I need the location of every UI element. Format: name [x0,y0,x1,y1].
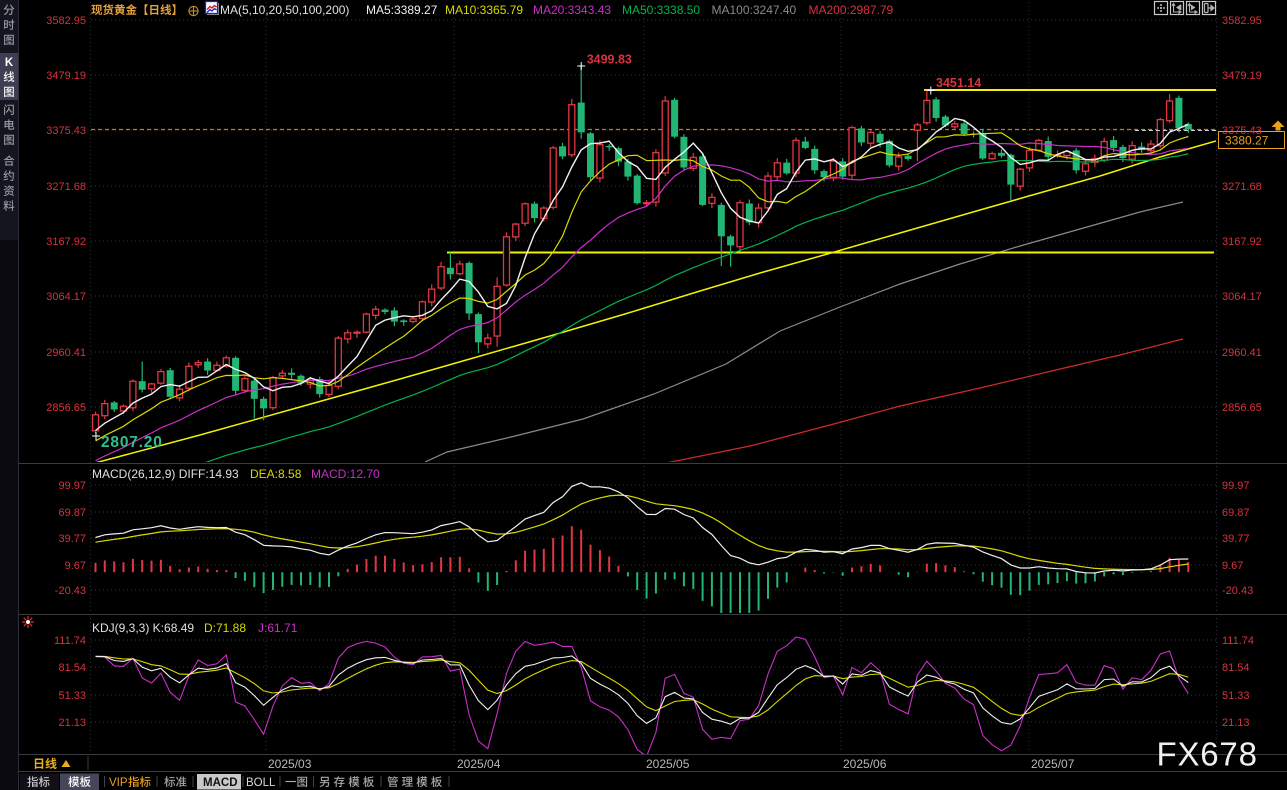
svg-text:D:71.88: D:71.88 [204,621,246,635]
svg-text:21.13: 21.13 [1222,717,1250,729]
svg-text:2807.20: 2807.20 [101,434,163,451]
svg-text:MACD:12.70: MACD:12.70 [311,467,380,481]
svg-text:111.74: 111.74 [54,635,86,647]
svg-text:99.97: 99.97 [58,480,86,492]
svg-text:2025/06: 2025/06 [843,757,887,771]
svg-text:81.54: 81.54 [58,662,86,674]
svg-text:2960.41: 2960.41 [1222,347,1262,359]
svg-text:MA100:3247.40: MA100:3247.40 [712,3,797,17]
svg-text:3479.19: 3479.19 [1222,70,1262,82]
svg-text:2960.41: 2960.41 [46,347,86,359]
svg-text:2025/04: 2025/04 [457,757,501,771]
svg-text:MACD: MACD [203,777,238,789]
svg-text:3479.19: 3479.19 [46,70,86,82]
svg-text:DEA:8.58: DEA:8.58 [250,467,302,481]
svg-text:MA200:2987.79: MA200:2987.79 [809,3,894,17]
svg-text:69.87: 69.87 [1222,507,1250,519]
svg-text:2856.65: 2856.65 [1222,402,1262,414]
svg-text:MA50:3338.50: MA50:3338.50 [622,3,700,17]
svg-text:51.33: 51.33 [58,690,86,702]
svg-text:VIP: VIP [109,777,128,789]
svg-text:3167.92: 3167.92 [46,236,86,248]
svg-text:3582.95: 3582.95 [1222,15,1262,27]
svg-text:99.97: 99.97 [1222,480,1250,492]
svg-text:MA10:3365.79: MA10:3365.79 [445,3,523,17]
svg-text:BOLL: BOLL [246,777,276,789]
svg-text:39.77: 39.77 [58,533,86,545]
svg-text:2025/07: 2025/07 [1031,757,1075,771]
svg-text:39.77: 39.77 [1222,533,1250,545]
svg-text:2025/05: 2025/05 [646,757,690,771]
svg-text:3271.68: 3271.68 [46,181,86,193]
svg-text:3271.68: 3271.68 [1222,181,1262,193]
svg-text:MACD(26,12,9) DIFF:14.93: MACD(26,12,9) DIFF:14.93 [92,467,239,481]
svg-text:3582.95: 3582.95 [46,15,86,27]
svg-text:3167.92: 3167.92 [1222,236,1262,248]
svg-text:2856.65: 2856.65 [46,402,86,414]
svg-text:9.67: 9.67 [65,560,86,572]
svg-text:MA20:3343.43: MA20:3343.43 [533,3,611,17]
svg-text:K: K [5,57,14,69]
svg-text:J:61.71: J:61.71 [258,621,298,635]
svg-text:69.87: 69.87 [58,507,86,519]
svg-text:51.33: 51.33 [1222,690,1250,702]
svg-text:3499.83: 3499.83 [587,53,632,67]
svg-text:2025/03: 2025/03 [268,757,312,771]
svg-text:-20.43: -20.43 [55,585,86,597]
svg-text:3451.14: 3451.14 [936,76,981,90]
svg-text:3375.43: 3375.43 [46,125,86,137]
svg-text:9.67: 9.67 [1222,560,1243,572]
svg-text:-20.43: -20.43 [1222,585,1253,597]
svg-text:MA5:3389.27: MA5:3389.27 [366,3,438,17]
svg-text:FX678: FX678 [1157,736,1258,773]
svg-text:3064.17: 3064.17 [46,291,86,303]
svg-text:21.13: 21.13 [58,717,86,729]
svg-text:81.54: 81.54 [1222,662,1250,674]
svg-text:111.74: 111.74 [1222,635,1254,647]
svg-text:MA(5,10,20,50,100,200): MA(5,10,20,50,100,200) [220,3,349,17]
svg-text:KDJ(9,3,3) K:68.49: KDJ(9,3,3) K:68.49 [92,621,194,635]
svg-text:3375.43: 3375.43 [1222,125,1262,137]
svg-text:3380.27: 3380.27 [1225,134,1269,148]
svg-text:3064.17: 3064.17 [1222,291,1262,303]
